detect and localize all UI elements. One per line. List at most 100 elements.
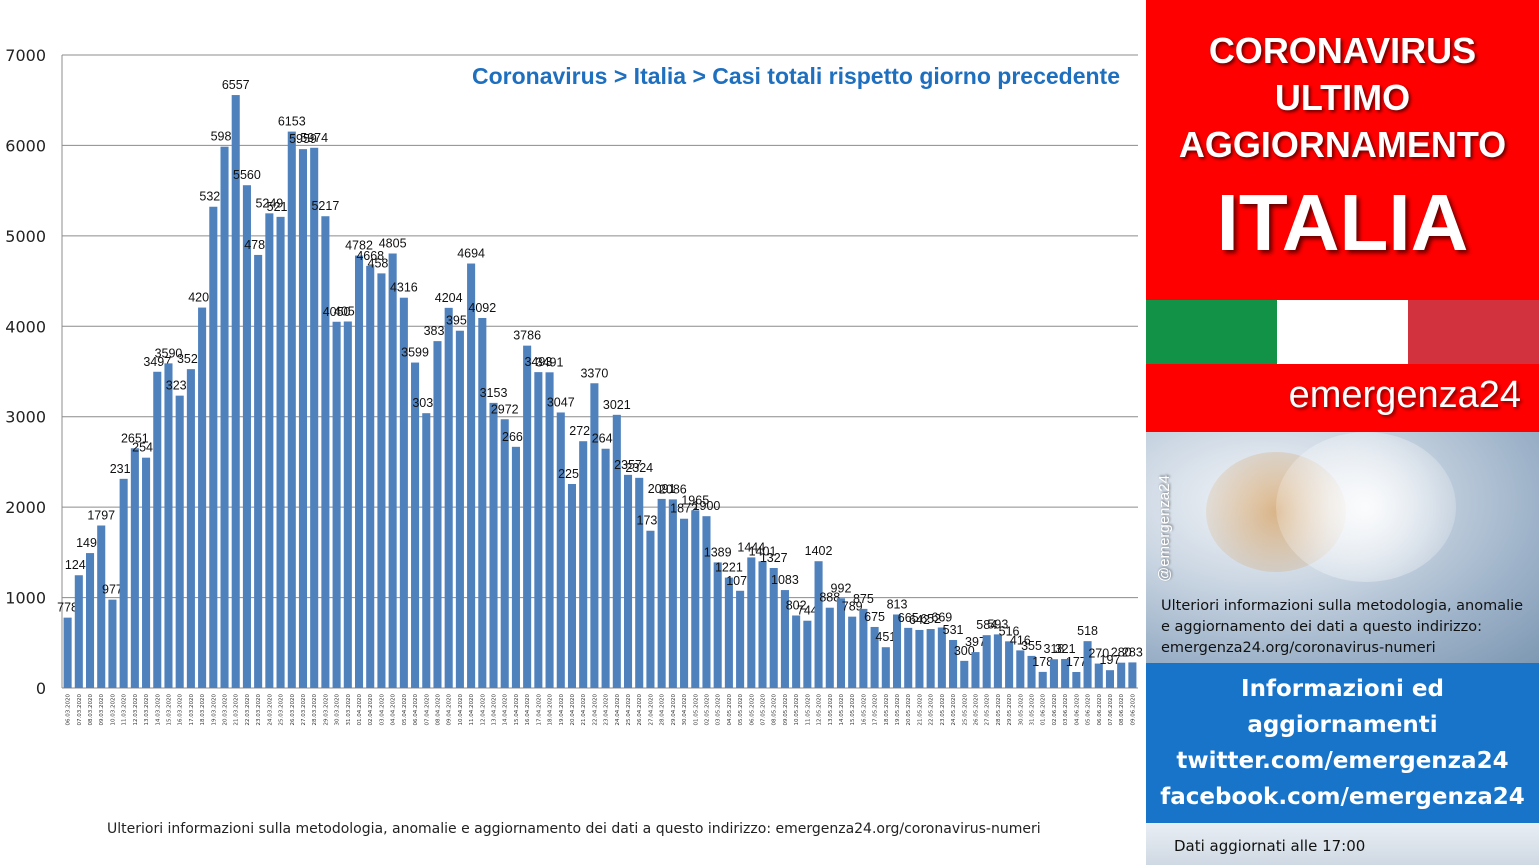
data-label: 3370: [580, 366, 608, 380]
bar: [411, 362, 420, 688]
x-tick-label: 27.05.2020: [985, 694, 991, 726]
bar: [164, 363, 173, 688]
x-tick-label: 04.04.2020: [391, 694, 397, 726]
social-line-1: Informazioni ed: [1241, 676, 1444, 702]
data-label: 992: [831, 581, 852, 595]
bar: [1005, 641, 1014, 688]
bar: [142, 457, 151, 688]
data-label: 875: [853, 592, 874, 606]
data-label: 3021: [603, 398, 631, 412]
data-label: 584: [976, 618, 997, 632]
data-label: 516: [999, 624, 1020, 638]
x-tick-label: 09.04.2020: [447, 694, 453, 726]
bar: [276, 216, 285, 688]
bar: [433, 341, 442, 688]
x-tick-label: 09.06.2020: [1130, 694, 1136, 726]
bar: [254, 254, 263, 688]
bar: [758, 561, 767, 688]
social-handle: @emergenza24: [1156, 475, 1173, 582]
x-tick-label: 03.05.2020: [716, 694, 722, 726]
data-label: 1872: [670, 502, 698, 516]
data-label: 669: [931, 611, 952, 625]
bar: [691, 510, 700, 688]
x-tick-label: 29.03.2020: [323, 694, 329, 726]
bar: [803, 620, 812, 688]
bar: [545, 372, 554, 688]
bar: [130, 448, 139, 688]
bar: [523, 345, 532, 688]
bar: [478, 317, 487, 688]
data-label: 5959: [289, 132, 317, 146]
data-label: 2086: [659, 482, 687, 496]
bar: [623, 474, 633, 688]
y-tick-label: 4000: [5, 317, 46, 336]
x-tick-label: 06.04.2020: [413, 694, 419, 726]
bar: [242, 185, 251, 688]
bar: [937, 627, 946, 688]
x-tick-label: 23.05.2020: [940, 694, 946, 726]
x-tick-label: 28.04.2020: [660, 694, 666, 726]
data-label: 3836: [424, 324, 452, 338]
x-tick-label: 24.05.2020: [951, 694, 957, 726]
bar: [949, 639, 958, 688]
bar: [1128, 662, 1137, 688]
data-label: 2324: [625, 461, 653, 475]
bar: [904, 627, 913, 688]
x-tick-label: 22.03.2020: [245, 694, 251, 726]
y-tick-label: 7000: [5, 46, 46, 65]
bar: [657, 498, 666, 688]
x-tick-label: 16.05.2020: [861, 694, 867, 726]
data-label: 744: [797, 604, 818, 618]
data-label: 5322: [199, 190, 227, 204]
y-tick-label: 2000: [5, 498, 46, 517]
italian-flag: [1146, 300, 1539, 364]
x-tick-label: 29.05.2020: [1007, 694, 1013, 726]
data-label: 2547: [132, 441, 160, 455]
headline-line-3: AGGIORNAMENTO: [1178, 124, 1507, 165]
x-tick-label: 17.03.2020: [189, 694, 195, 726]
bar: [377, 273, 386, 688]
data-label: 178: [1032, 655, 1053, 669]
data-label: 888: [819, 591, 840, 605]
bar: [724, 577, 733, 688]
bar: [534, 372, 543, 688]
data-label: 397: [965, 635, 986, 649]
data-label: 3047: [547, 395, 575, 409]
x-tick-label: 06.05.2020: [749, 694, 755, 726]
bar: [467, 263, 476, 688]
methodology-info: Ulteriori informazioni sulla metodologia…: [1161, 596, 1531, 659]
x-tick-label: 14.04.2020: [503, 694, 509, 726]
bar: [366, 265, 375, 688]
bar: [388, 253, 397, 689]
headline-line-2: ULTIMO: [1274, 77, 1411, 118]
data-label: 1492: [76, 536, 104, 550]
x-tick-label: 19.05.2020: [895, 694, 901, 726]
bar: [567, 483, 577, 688]
x-tick-label: 10.03.2020: [110, 694, 116, 726]
bar: [1072, 671, 1081, 688]
data-label: 4092: [468, 301, 496, 315]
data-label: 270: [1088, 647, 1109, 661]
x-tick-label: 12.03.2020: [133, 694, 139, 726]
bar: [511, 446, 520, 688]
x-tick-label: 05.05.2020: [738, 694, 744, 726]
data-label: 3491: [536, 355, 564, 369]
bar: [1049, 659, 1058, 688]
y-tick-label: 1000: [5, 589, 46, 608]
data-label: 2667: [502, 430, 530, 444]
x-tick-label: 08.06.2020: [1119, 694, 1125, 726]
data-label: 1965: [681, 493, 709, 507]
data-label: 4204: [435, 291, 463, 305]
info-line-1: Ulteriori informazioni sulla metodologia…: [1161, 598, 1524, 614]
data-label: 593: [987, 617, 1008, 631]
data-label: 652: [920, 612, 941, 626]
x-tick-label: 12.05.2020: [817, 694, 823, 726]
data-label: 531: [943, 623, 964, 637]
data-label: 4316: [390, 281, 418, 295]
data-label: 789: [842, 600, 863, 614]
data-label: 4585: [368, 256, 396, 270]
twitter-link[interactable]: twitter.com/emergenza24: [1176, 748, 1509, 774]
facebook-link[interactable]: facebook.com/emergenza24: [1160, 784, 1525, 810]
bar: [646, 530, 655, 688]
bar: [859, 608, 868, 689]
